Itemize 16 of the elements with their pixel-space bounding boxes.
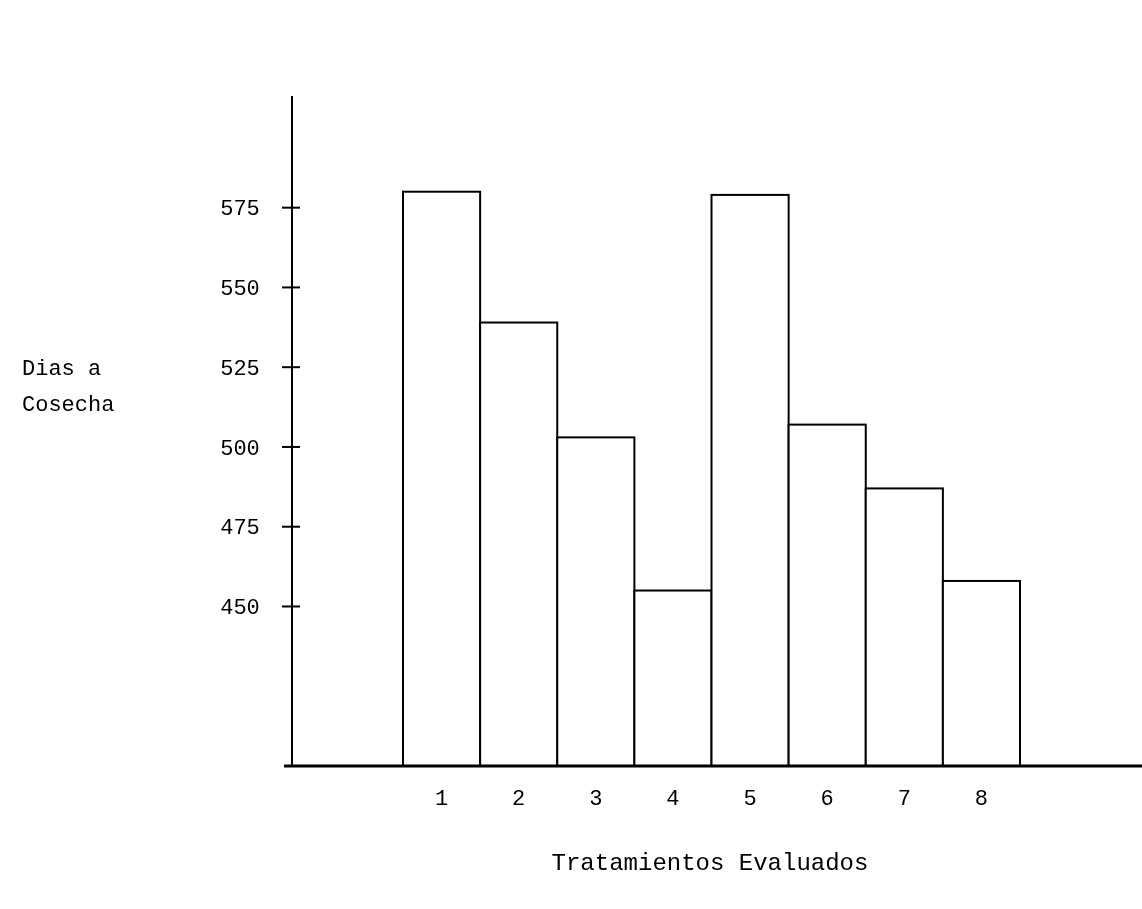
y-tick-label: 450 <box>220 596 260 622</box>
y-tick-label: 475 <box>220 516 260 542</box>
x-tick-label: 3 <box>589 787 603 812</box>
y-tick-label: 550 <box>220 277 260 303</box>
y-axis-title: Dias a Cosecha <box>22 357 115 418</box>
y-tick-label: 525 <box>220 356 260 382</box>
x-axis-title: Tratamientos Evaluados <box>551 850 869 877</box>
y-tick-label: 500 <box>220 436 260 462</box>
x-tick-label: 8 <box>974 787 989 812</box>
x-tick-label: 6 <box>820 787 834 812</box>
x-tick-label: 5 <box>743 787 757 812</box>
x-tick-label: 2 <box>512 787 526 812</box>
x-tick-label: 1 <box>434 787 449 812</box>
y-tick-label: 575 <box>220 197 260 223</box>
x-tick-label: 4 <box>666 787 680 812</box>
x-tick-label: 7 <box>897 787 911 812</box>
